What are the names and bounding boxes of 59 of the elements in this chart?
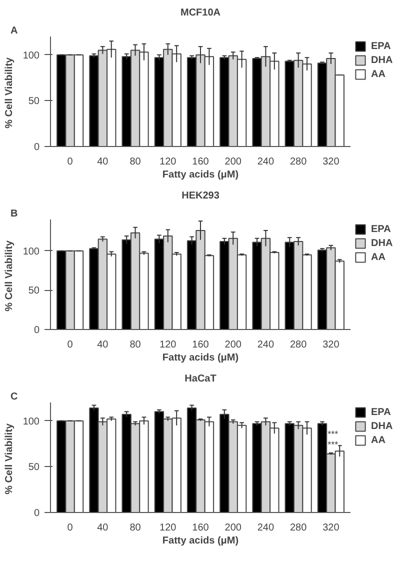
y-tick-label: 0 xyxy=(34,142,40,153)
x-tick-label: 200 xyxy=(224,340,242,350)
legend-label: AA xyxy=(371,252,386,262)
text: B xyxy=(10,208,18,220)
x-tick-label: 160 xyxy=(192,522,210,534)
text: A xyxy=(10,26,18,36)
x-tick-label: 160 xyxy=(192,340,210,350)
chart-title: HaCaT xyxy=(184,374,216,384)
x-tick-label: 200 xyxy=(224,156,242,168)
x-tick-label: 40 xyxy=(97,522,109,534)
legend-label: DHA xyxy=(371,420,393,432)
y-tick-label: 0 xyxy=(34,508,40,519)
x-tick-label: 200 xyxy=(224,522,242,534)
x-tick-label: 0 xyxy=(67,522,74,534)
legend-label: AA xyxy=(371,434,386,446)
x-axis-title: Fatty acids (μM) xyxy=(162,170,239,180)
x-tick-label: 80 xyxy=(130,522,142,534)
x-tick-label: 80 xyxy=(130,340,142,350)
x-tick-label: 120 xyxy=(160,340,177,350)
x-tick-label: 240 xyxy=(257,522,274,534)
x-tick-label: 280 xyxy=(290,156,308,168)
chart-title: HEK293 xyxy=(182,190,220,202)
x-tick-label: 120 xyxy=(160,156,177,168)
text: C xyxy=(10,392,18,402)
x-axis-title: Fatty acids (μM) xyxy=(162,536,239,546)
legend-label: AA xyxy=(371,68,386,80)
legend-label: EPA xyxy=(371,224,391,234)
legend-label: EPA xyxy=(371,406,391,418)
x-tick-label: 240 xyxy=(257,340,274,350)
x-tick-label: 320 xyxy=(322,340,340,350)
legend-label: DHA xyxy=(371,54,393,66)
chart-title: MCF10A xyxy=(180,8,221,18)
x-tick-label: 280 xyxy=(290,340,308,350)
x-axis-title: Fatty acids (μM) xyxy=(162,352,239,364)
y-tick-label: 100 xyxy=(22,416,40,428)
x-tick-label: 160 xyxy=(192,156,210,168)
x-tick-label: 40 xyxy=(97,340,109,350)
y-tick-label: 100 xyxy=(22,50,40,62)
y-axis-title: % Cell Viability xyxy=(4,240,15,312)
x-tick-label: 320 xyxy=(322,522,340,534)
x-tick-label: 80 xyxy=(130,156,142,168)
x-tick-label: 0 xyxy=(67,340,74,350)
x-tick-label: 240 xyxy=(257,156,274,168)
x-tick-label: 280 xyxy=(290,522,308,534)
y-axis-title: % Cell Viability xyxy=(4,422,15,494)
y-tick-label: 100 xyxy=(22,246,40,258)
annotation: *** xyxy=(328,429,339,440)
y-tick-label: 0 xyxy=(34,325,40,336)
annotation: *** xyxy=(328,439,339,450)
legend-label: EPA xyxy=(371,40,391,52)
x-tick-label: 40 xyxy=(97,156,109,168)
y-tick-label: 50 xyxy=(28,462,40,474)
y-tick-label: 50 xyxy=(28,96,40,108)
y-tick-label: 50 xyxy=(28,286,40,297)
x-tick-label: 120 xyxy=(160,522,177,534)
x-tick-label: 320 xyxy=(322,156,340,168)
y-axis-title: % Cell Viability xyxy=(4,56,15,128)
x-tick-label: 0 xyxy=(67,156,74,168)
legend-label: DHA xyxy=(371,238,393,248)
